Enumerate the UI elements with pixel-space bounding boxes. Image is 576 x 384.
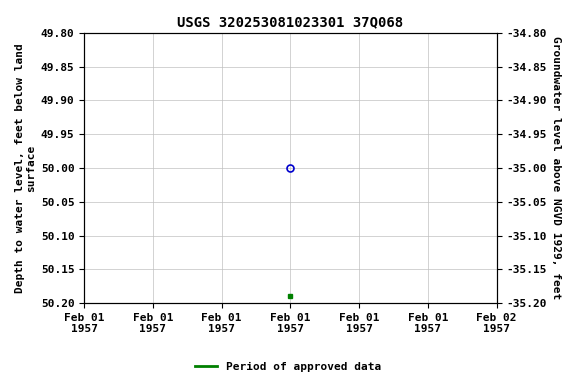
- Y-axis label: Groundwater level above NGVD 1929, feet: Groundwater level above NGVD 1929, feet: [551, 36, 561, 300]
- Y-axis label: Depth to water level, feet below land
surface: Depth to water level, feet below land su…: [15, 43, 37, 293]
- Title: USGS 320253081023301 37Q068: USGS 320253081023301 37Q068: [177, 15, 403, 29]
- Legend: Period of approved data: Period of approved data: [191, 358, 385, 377]
